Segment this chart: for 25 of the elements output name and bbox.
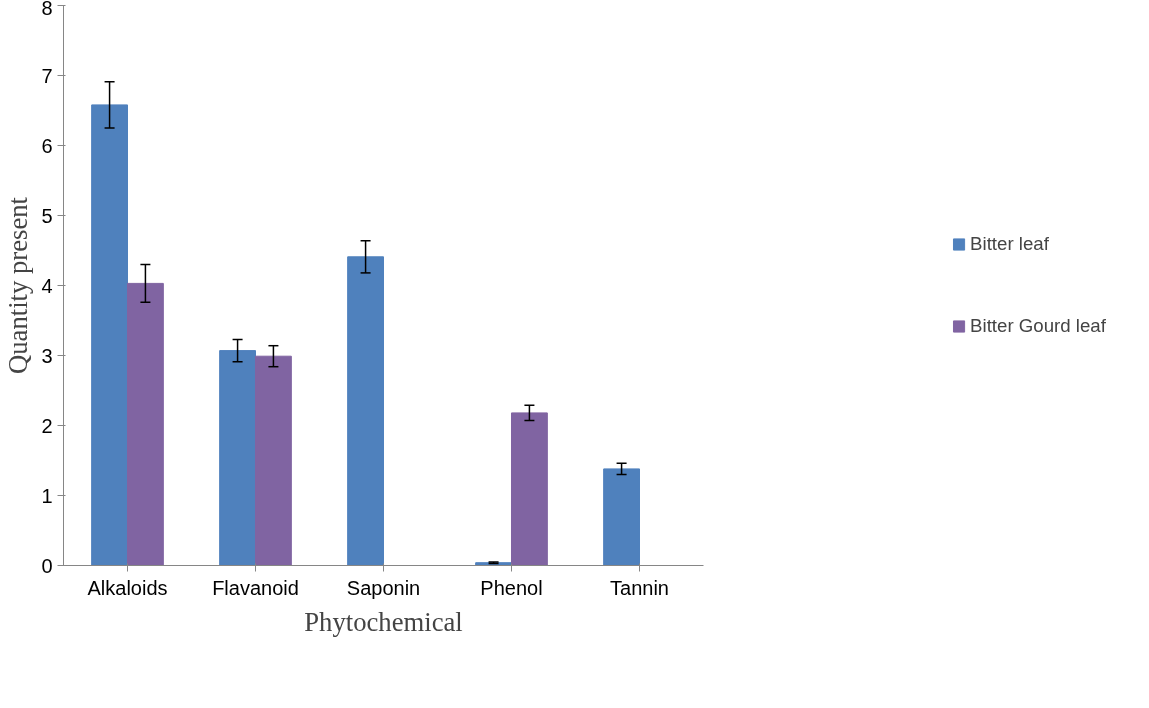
y-tick-label: 2 [41,414,53,437]
bar [255,355,292,566]
bar [91,104,128,566]
bar [347,256,384,566]
bar [603,468,640,566]
bar [219,350,256,566]
y-tick-label: 4 [41,274,53,297]
y-tick-label: 1 [41,484,53,507]
y-axis-title: Quantity present [3,196,34,374]
y-tick-label: 3 [41,344,53,367]
y-tick-label: 0 [41,554,53,577]
x-tick-label: Phenol [480,576,543,599]
y-tick-label: 8 [41,0,53,19]
x-tick-label: Saponin [346,576,421,599]
legend-label: Bitter leaf [970,233,1049,255]
x-axis-title: Phytochemical [304,606,463,637]
x-tick-label: Alkaloids [87,576,168,599]
x-tick-label: Flavanoid [212,576,299,599]
y-tick-label: 6 [41,134,53,157]
legend-label: Bitter Gourd leaf [970,315,1106,337]
bar [127,282,164,566]
bar [511,412,548,566]
y-tick-label: 7 [41,64,53,87]
y-tick-label: 5 [41,204,53,227]
x-tick-label: Tannin [610,576,669,599]
